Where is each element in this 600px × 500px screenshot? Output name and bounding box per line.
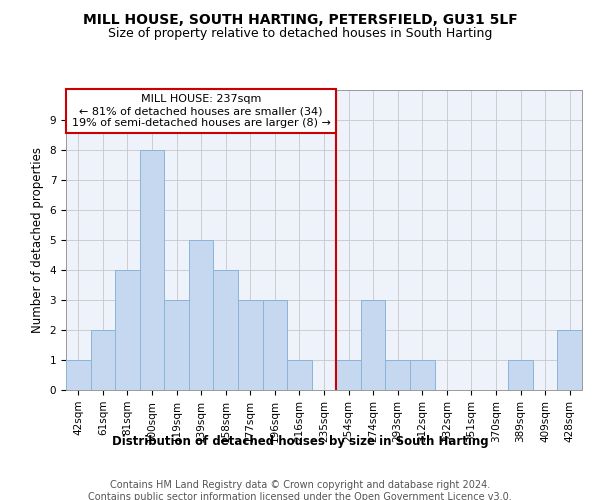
Bar	[189, 240, 214, 390]
Bar	[140, 150, 164, 390]
Bar	[115, 270, 140, 390]
Bar	[91, 330, 115, 390]
Text: MILL HOUSE: 237sqm
← 81% of detached houses are smaller (34)
19% of semi-detache: MILL HOUSE: 237sqm ← 81% of detached hou…	[72, 94, 331, 128]
Bar	[66, 360, 91, 390]
Text: Contains HM Land Registry data © Crown copyright and database right 2024.
Contai: Contains HM Land Registry data © Crown c…	[88, 480, 512, 500]
Text: Distribution of detached houses by size in South Harting: Distribution of detached houses by size …	[112, 435, 488, 448]
Bar	[287, 360, 312, 390]
Bar	[263, 300, 287, 390]
Bar	[557, 330, 582, 390]
Bar	[214, 270, 238, 390]
Bar	[164, 300, 189, 390]
Y-axis label: Number of detached properties: Number of detached properties	[31, 147, 44, 333]
Bar	[238, 300, 263, 390]
Bar	[508, 360, 533, 390]
Bar	[336, 360, 361, 390]
Bar	[385, 360, 410, 390]
Text: Size of property relative to detached houses in South Harting: Size of property relative to detached ho…	[108, 28, 492, 40]
Bar	[410, 360, 434, 390]
Bar	[361, 300, 385, 390]
Text: MILL HOUSE, SOUTH HARTING, PETERSFIELD, GU31 5LF: MILL HOUSE, SOUTH HARTING, PETERSFIELD, …	[83, 12, 517, 26]
